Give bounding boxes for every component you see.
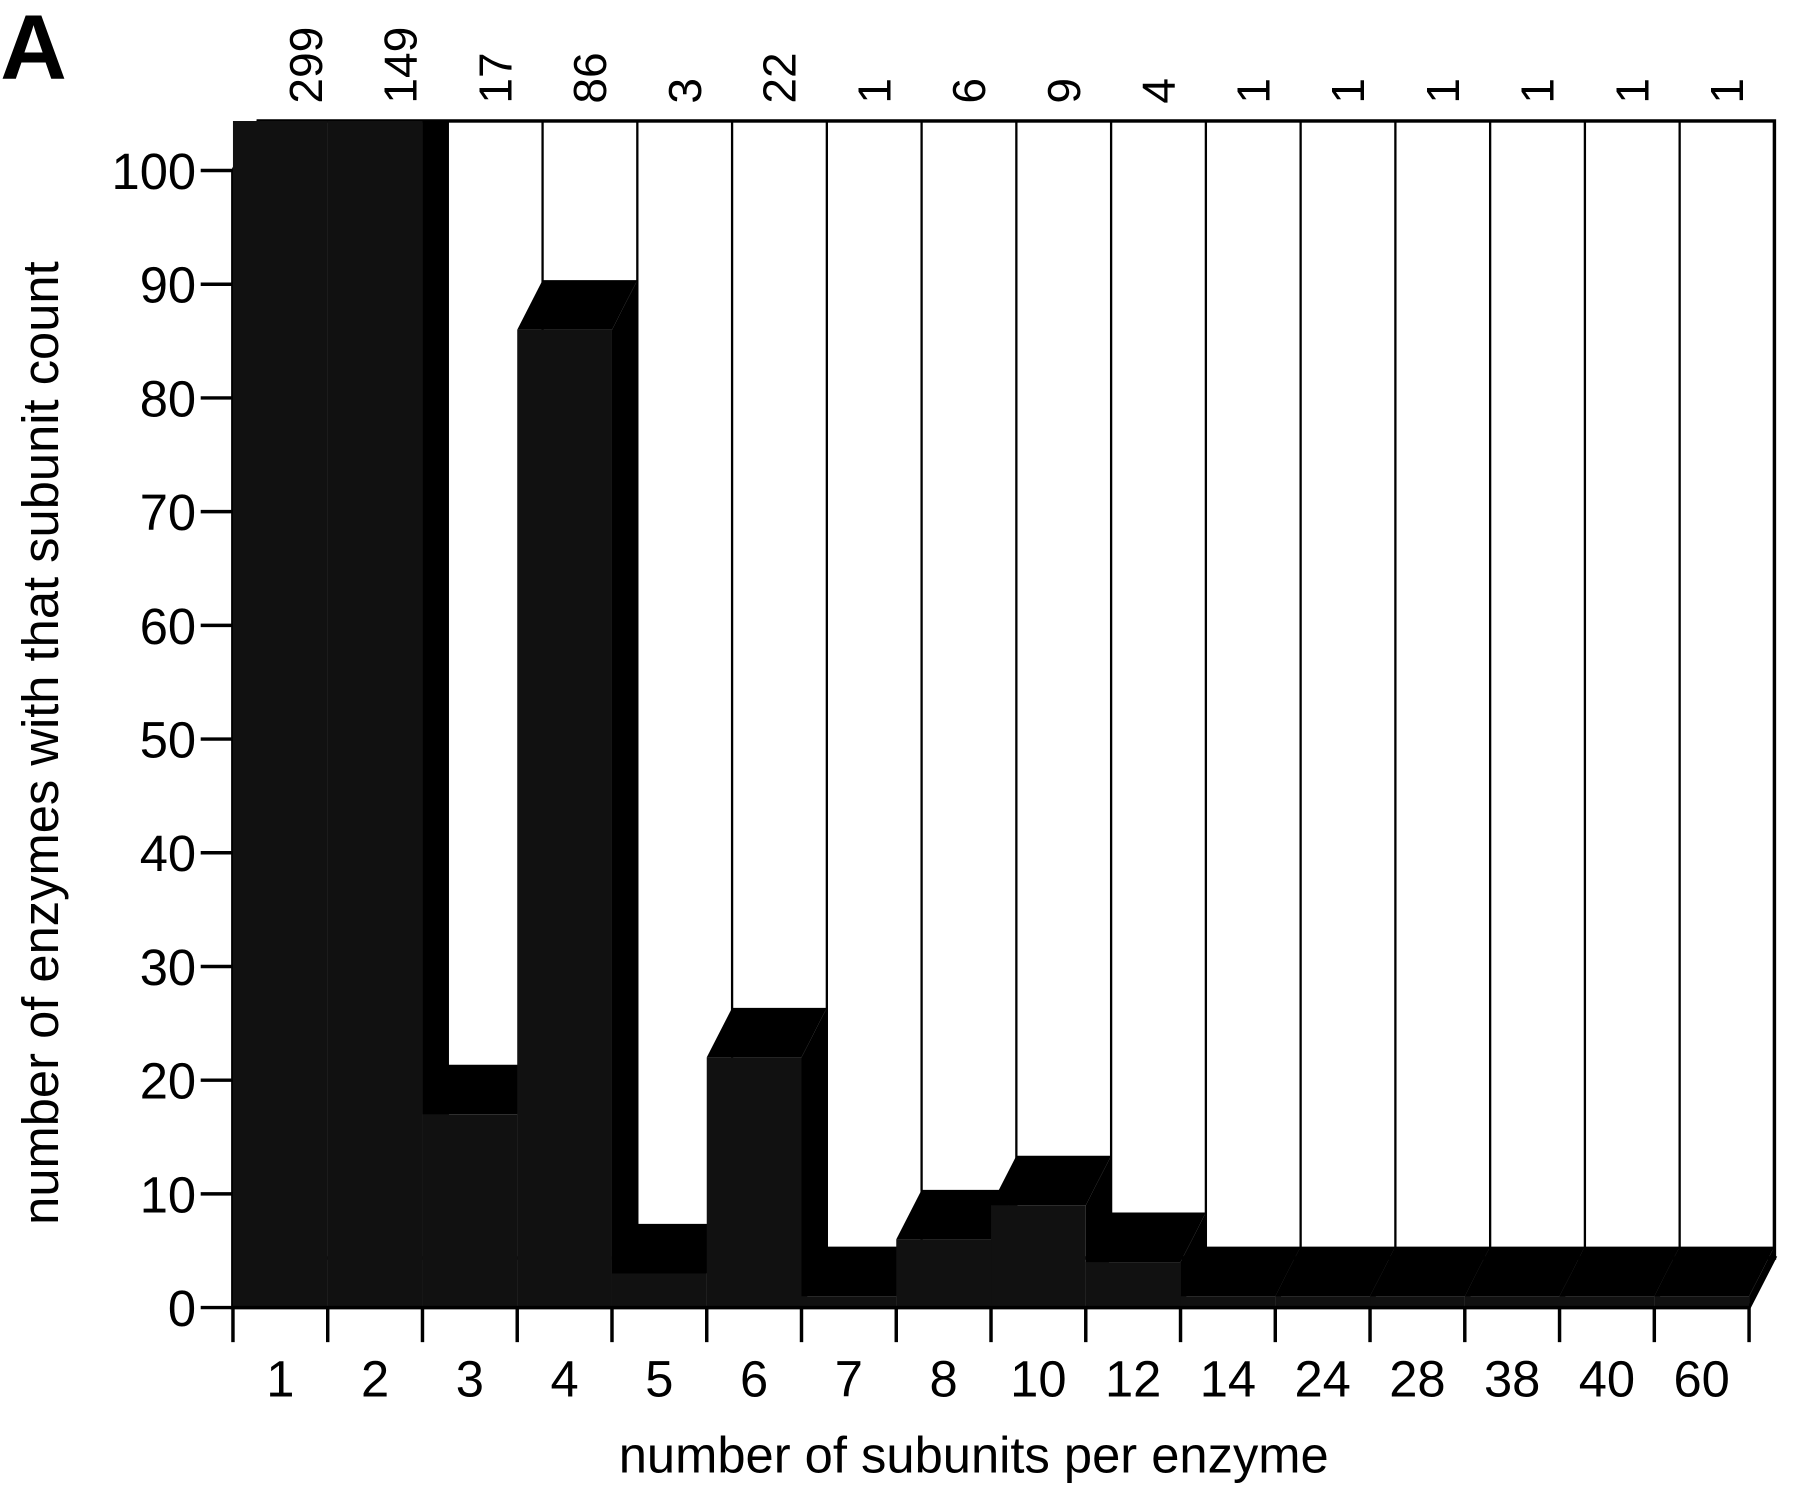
- x-tick-label: 14: [1200, 1350, 1256, 1407]
- bar: [1180, 1296, 1276, 1308]
- value-label: 6: [943, 78, 995, 104]
- bar: [611, 1273, 707, 1308]
- x-tick-label: 24: [1294, 1350, 1350, 1407]
- value-label: 299: [280, 27, 332, 104]
- x-tick-label: 38: [1484, 1350, 1540, 1407]
- value-label: 22: [754, 52, 806, 103]
- bar: [801, 1296, 897, 1308]
- value-label: 9: [1038, 78, 1090, 104]
- bar-top: [706, 1007, 827, 1058]
- bar-top: [896, 1189, 1017, 1240]
- bar-top: [1180, 1246, 1301, 1297]
- y-tick-label: 40: [140, 825, 196, 882]
- value-label: 3: [659, 78, 711, 104]
- x-tick-label: 1: [266, 1350, 294, 1407]
- bar-side: [422, 120, 448, 1308]
- bar-side: [611, 280, 638, 1308]
- x-axis-label: number of subunits per enzyme: [619, 1426, 1329, 1483]
- bar-top: [422, 1064, 543, 1115]
- bar-top: [1275, 1246, 1396, 1297]
- value-label: 1: [1227, 78, 1279, 104]
- bar: [896, 1239, 992, 1308]
- bar-top: [1370, 1246, 1491, 1297]
- x-tick-label: 6: [740, 1350, 768, 1407]
- bar: [232, 120, 328, 1308]
- bar: [1275, 1296, 1371, 1308]
- value-label: 1: [1606, 78, 1658, 104]
- bar: [327, 120, 423, 1308]
- bar: [1464, 1296, 1560, 1308]
- value-label: 1: [1701, 78, 1753, 104]
- bar: [1559, 1296, 1655, 1308]
- bar: [706, 1057, 802, 1308]
- x-tick-label: 40: [1579, 1350, 1635, 1407]
- y-tick-label: 70: [140, 484, 196, 541]
- x-tick-label: 12: [1105, 1350, 1161, 1407]
- y-tick-label: 100: [112, 143, 197, 200]
- bar-top: [991, 1155, 1112, 1206]
- x-tick-label: 28: [1389, 1350, 1445, 1407]
- y-axis-label: number of enzymes with that subunit coun…: [12, 261, 69, 1225]
- bar: [422, 1114, 518, 1308]
- y-tick-label: 20: [140, 1053, 196, 1110]
- bar: [517, 329, 612, 1308]
- y-tick-label: 0: [168, 1280, 196, 1337]
- bar: [991, 1205, 1086, 1308]
- bar-side: [1749, 1246, 1775, 1308]
- y-tick-label: 10: [140, 1166, 196, 1223]
- x-tick-label: 8: [930, 1350, 958, 1407]
- bar-top: [611, 1223, 733, 1274]
- value-label: 17: [469, 52, 521, 103]
- x-tick-label: 4: [551, 1350, 579, 1407]
- x-tick-label: 7: [835, 1350, 863, 1407]
- bar-top: [1654, 1246, 1775, 1297]
- bar: [1654, 1296, 1750, 1308]
- bar-top: [801, 1246, 922, 1297]
- y-tick-label: 90: [140, 257, 196, 314]
- y-tick-label: 80: [140, 370, 196, 427]
- value-label: 1: [1322, 78, 1374, 104]
- x-tick-label: 2: [361, 1350, 389, 1407]
- bar-top: [1464, 1246, 1585, 1297]
- value-label: 1: [1512, 78, 1564, 104]
- bar-top: [517, 280, 638, 330]
- value-label: 1: [848, 78, 900, 104]
- y-tick-label: 30: [140, 939, 196, 996]
- x-tick-label: 60: [1673, 1350, 1729, 1407]
- bar-side: [801, 1007, 827, 1308]
- value-label: 86: [564, 52, 616, 103]
- bar-top: [1559, 1246, 1680, 1297]
- bar: [1085, 1262, 1181, 1308]
- x-tick-label: 5: [645, 1350, 673, 1407]
- y-tick-label: 50: [140, 711, 196, 768]
- bar: [1370, 1296, 1465, 1308]
- x-tick-label: 3: [456, 1350, 484, 1407]
- plot-area: 0102030405060708090100299114921738643522…: [112, 27, 1778, 1407]
- y-tick-label: 60: [140, 598, 196, 655]
- bar-top: [1085, 1212, 1206, 1263]
- x-tick-label: 10: [1010, 1350, 1066, 1407]
- value-label: 1: [1417, 78, 1469, 104]
- value-label: 4: [1133, 78, 1185, 104]
- value-label: 149: [375, 27, 427, 104]
- bars: [232, 120, 1775, 1308]
- panel-label: A: [0, 0, 67, 98]
